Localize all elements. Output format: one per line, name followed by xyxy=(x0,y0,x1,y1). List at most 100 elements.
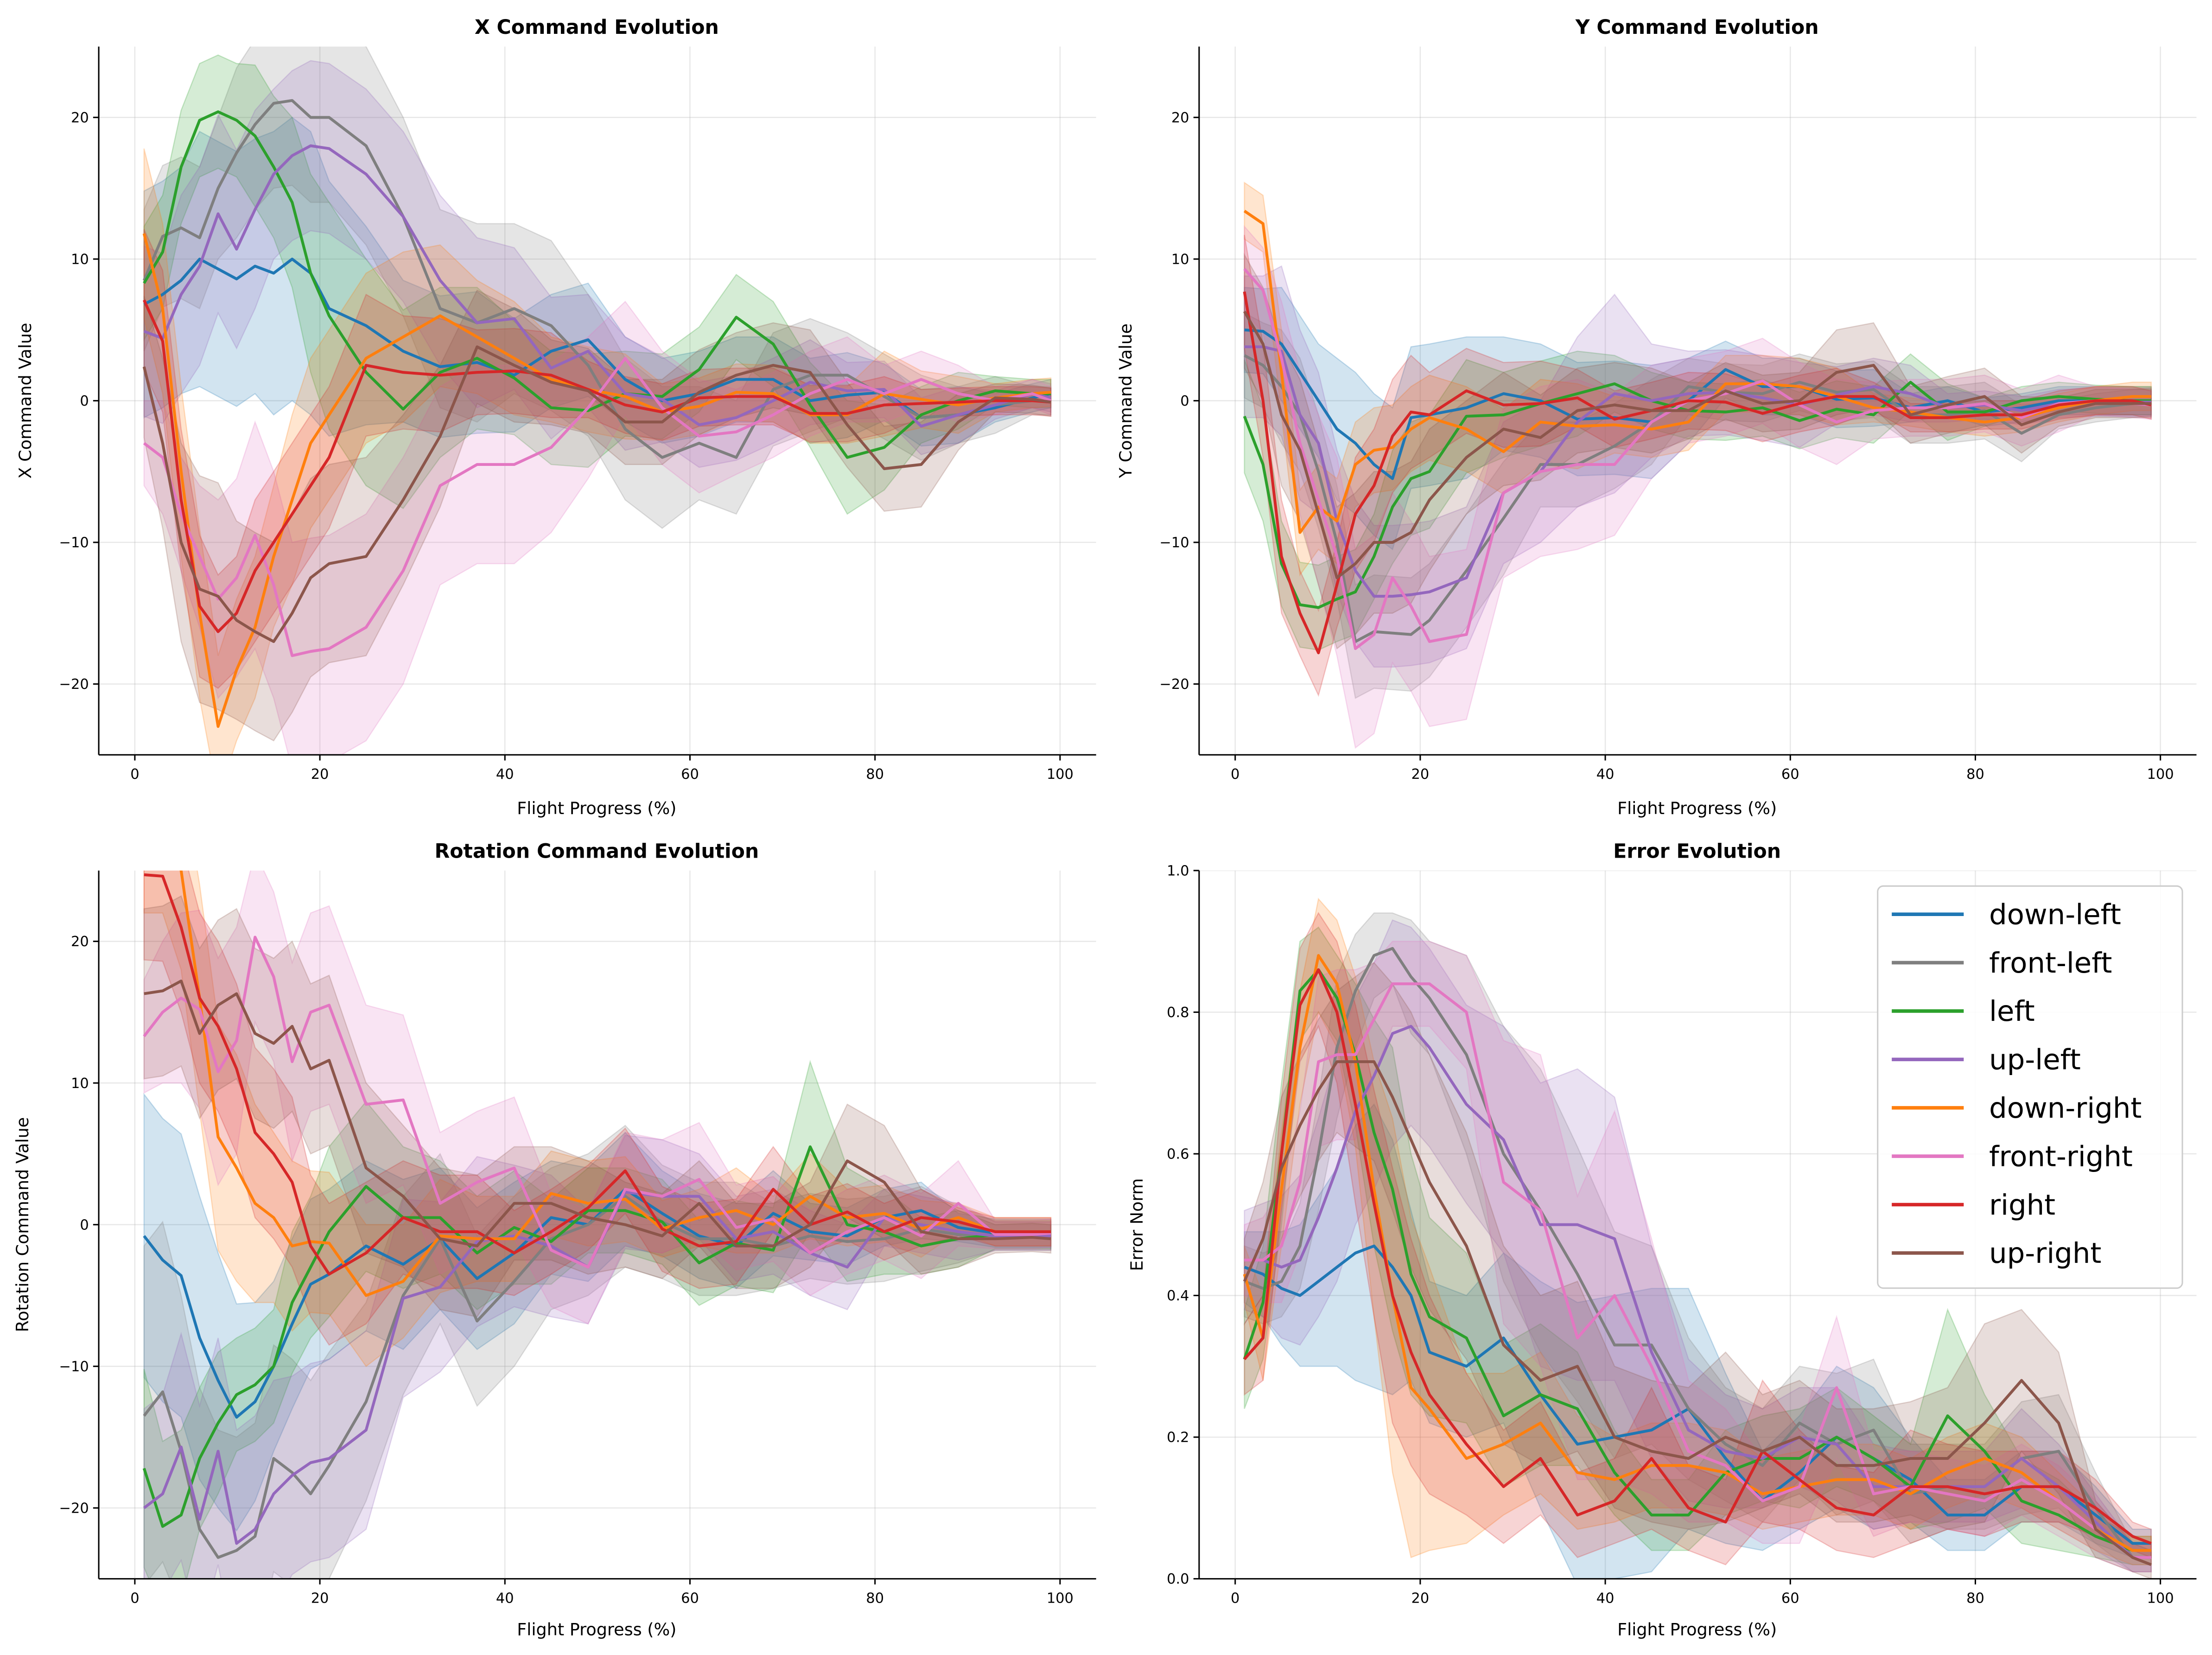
rotation-command-subplot: Rotation Command Evolution Flight Progre… xyxy=(13,840,1096,1639)
x-tick-label: 0 xyxy=(1231,766,1239,783)
y-command-subplot: Y Command Evolution Flight Progress (%) … xyxy=(1116,16,2197,818)
y-tick-label: 0.4 xyxy=(1167,1288,1189,1304)
band-up-left xyxy=(143,60,1052,468)
subplot-title: X Command Evolution xyxy=(475,16,719,39)
line-right xyxy=(1243,291,2152,655)
line-up-left xyxy=(1244,1025,2151,1559)
line-right xyxy=(142,299,1051,633)
line-right xyxy=(1243,968,2152,1545)
band-up-right xyxy=(1244,961,2152,1579)
x-tick-label: 20 xyxy=(1411,1590,1430,1606)
x-tick-label: 60 xyxy=(1781,1590,1799,1606)
legend-label-right: right xyxy=(1989,1189,2055,1222)
y-tick-label: −20 xyxy=(1159,676,1189,693)
band-down-left xyxy=(1244,286,2152,551)
x-tick-label: 40 xyxy=(496,766,514,783)
legend-label-up-right: up-right xyxy=(1989,1237,2101,1270)
x-tick-label: 20 xyxy=(1411,766,1430,783)
y-axis-label: Error Norm xyxy=(1127,1178,1147,1271)
band-right xyxy=(143,870,1052,1346)
band-up-right xyxy=(143,895,1052,1318)
band-left xyxy=(1244,350,2152,651)
x-tick-label: 20 xyxy=(311,766,329,783)
x-tick-label: 40 xyxy=(1596,766,1615,783)
band-down-left xyxy=(143,116,1052,447)
band-front-left xyxy=(1244,912,2152,1572)
x-tick-label: 100 xyxy=(1047,1590,1074,1606)
band-up-right xyxy=(143,289,1052,742)
band-down-right xyxy=(143,870,1052,1367)
subplot-title: Y Command Evolution xyxy=(1575,16,1819,39)
line-down-right xyxy=(179,870,1051,1297)
x-tick-label: 80 xyxy=(866,766,884,783)
legend-frame xyxy=(1877,885,2183,1289)
y-tick-label: 0 xyxy=(1180,393,1189,409)
x-axis-label: Flight Progress (%) xyxy=(517,798,676,818)
x-tick-label: 40 xyxy=(496,1590,514,1606)
x-tick-label: 100 xyxy=(2147,766,2174,783)
y-tick-label: 10 xyxy=(71,251,89,267)
y-tick-label: −10 xyxy=(1159,535,1189,551)
x-tick-label: 60 xyxy=(681,766,699,783)
x-tick-label: 20 xyxy=(311,1590,329,1606)
x-tick-label: 80 xyxy=(1966,1590,1984,1606)
x-tick-label: 80 xyxy=(866,1590,884,1606)
x-tick-label: 80 xyxy=(1966,766,1984,783)
line-front-right xyxy=(143,356,1052,657)
plot-area xyxy=(1199,870,2197,1579)
y-tick-label: 0.0 xyxy=(1167,1571,1189,1587)
line-front-right xyxy=(143,936,1051,1269)
y-tick-label: 0 xyxy=(80,1217,89,1233)
y-tick-label: 0 xyxy=(80,393,89,409)
line-front-right xyxy=(1244,982,2151,1559)
y-axis-label: X Command Value xyxy=(15,323,35,478)
line-front-left xyxy=(143,1195,1051,1559)
line-down-right xyxy=(1243,954,2151,1552)
line-up-right xyxy=(144,980,1051,1248)
y-tick-label: 20 xyxy=(1171,110,1189,126)
band-front-right xyxy=(1244,941,2152,1572)
x-tick-label: 60 xyxy=(1781,766,1799,783)
x-command-subplot: X Command Evolution Flight Progress (%) … xyxy=(15,16,1096,818)
y-tick-label: −20 xyxy=(59,1500,89,1516)
subplot-title: Error Evolution xyxy=(1613,840,1781,863)
legend-label-down-left: down-left xyxy=(1989,898,2121,931)
x-axis-label: Flight Progress (%) xyxy=(1617,798,1777,818)
line-front-left xyxy=(142,99,1051,459)
line-left xyxy=(1243,968,2151,1552)
plot-area xyxy=(1199,46,2197,755)
error-subplot: Error Evolution Flight Progress (%) Erro… xyxy=(1127,840,2197,1639)
line-up-right xyxy=(142,345,1051,643)
legend-label-left: left xyxy=(1989,995,2035,1028)
x-axis-label: Flight Progress (%) xyxy=(517,1619,676,1639)
x-tick-label: 40 xyxy=(1596,1590,1615,1606)
band-up-left xyxy=(1244,919,2152,1572)
plot-area xyxy=(99,870,1096,1579)
legend: down-left front-left left up-left down-right… xyxy=(1877,885,2183,1289)
line-up-right xyxy=(1243,1060,2152,1566)
band-right xyxy=(143,229,1052,689)
y-tick-label: 1.0 xyxy=(1167,863,1189,879)
line-front-right xyxy=(1243,268,2152,650)
x-tick-label: 60 xyxy=(681,1590,699,1606)
x-tick-label: 0 xyxy=(130,1590,139,1606)
line-up-left xyxy=(143,144,1051,428)
y-axis-label: Rotation Command Value xyxy=(13,1117,32,1332)
subplot-title: Rotation Command Evolution xyxy=(434,840,759,863)
y-tick-label: 10 xyxy=(71,1076,89,1092)
legend-label-front-left: front-left xyxy=(1989,947,2112,980)
line-right xyxy=(144,873,1051,1276)
band-front-left xyxy=(1244,312,2152,699)
y-tick-label: 20 xyxy=(71,110,89,126)
band-front-left xyxy=(143,46,1052,529)
x-tick-label: 0 xyxy=(130,766,139,783)
line-left xyxy=(143,110,1051,459)
x-tick-label: 100 xyxy=(2147,1590,2174,1606)
y-tick-label: −10 xyxy=(59,535,89,551)
y-tick-label: 0.8 xyxy=(1167,1005,1189,1021)
band-right xyxy=(1244,235,2152,697)
band-down-left xyxy=(143,1092,1052,1532)
band-down-right xyxy=(143,148,1052,755)
